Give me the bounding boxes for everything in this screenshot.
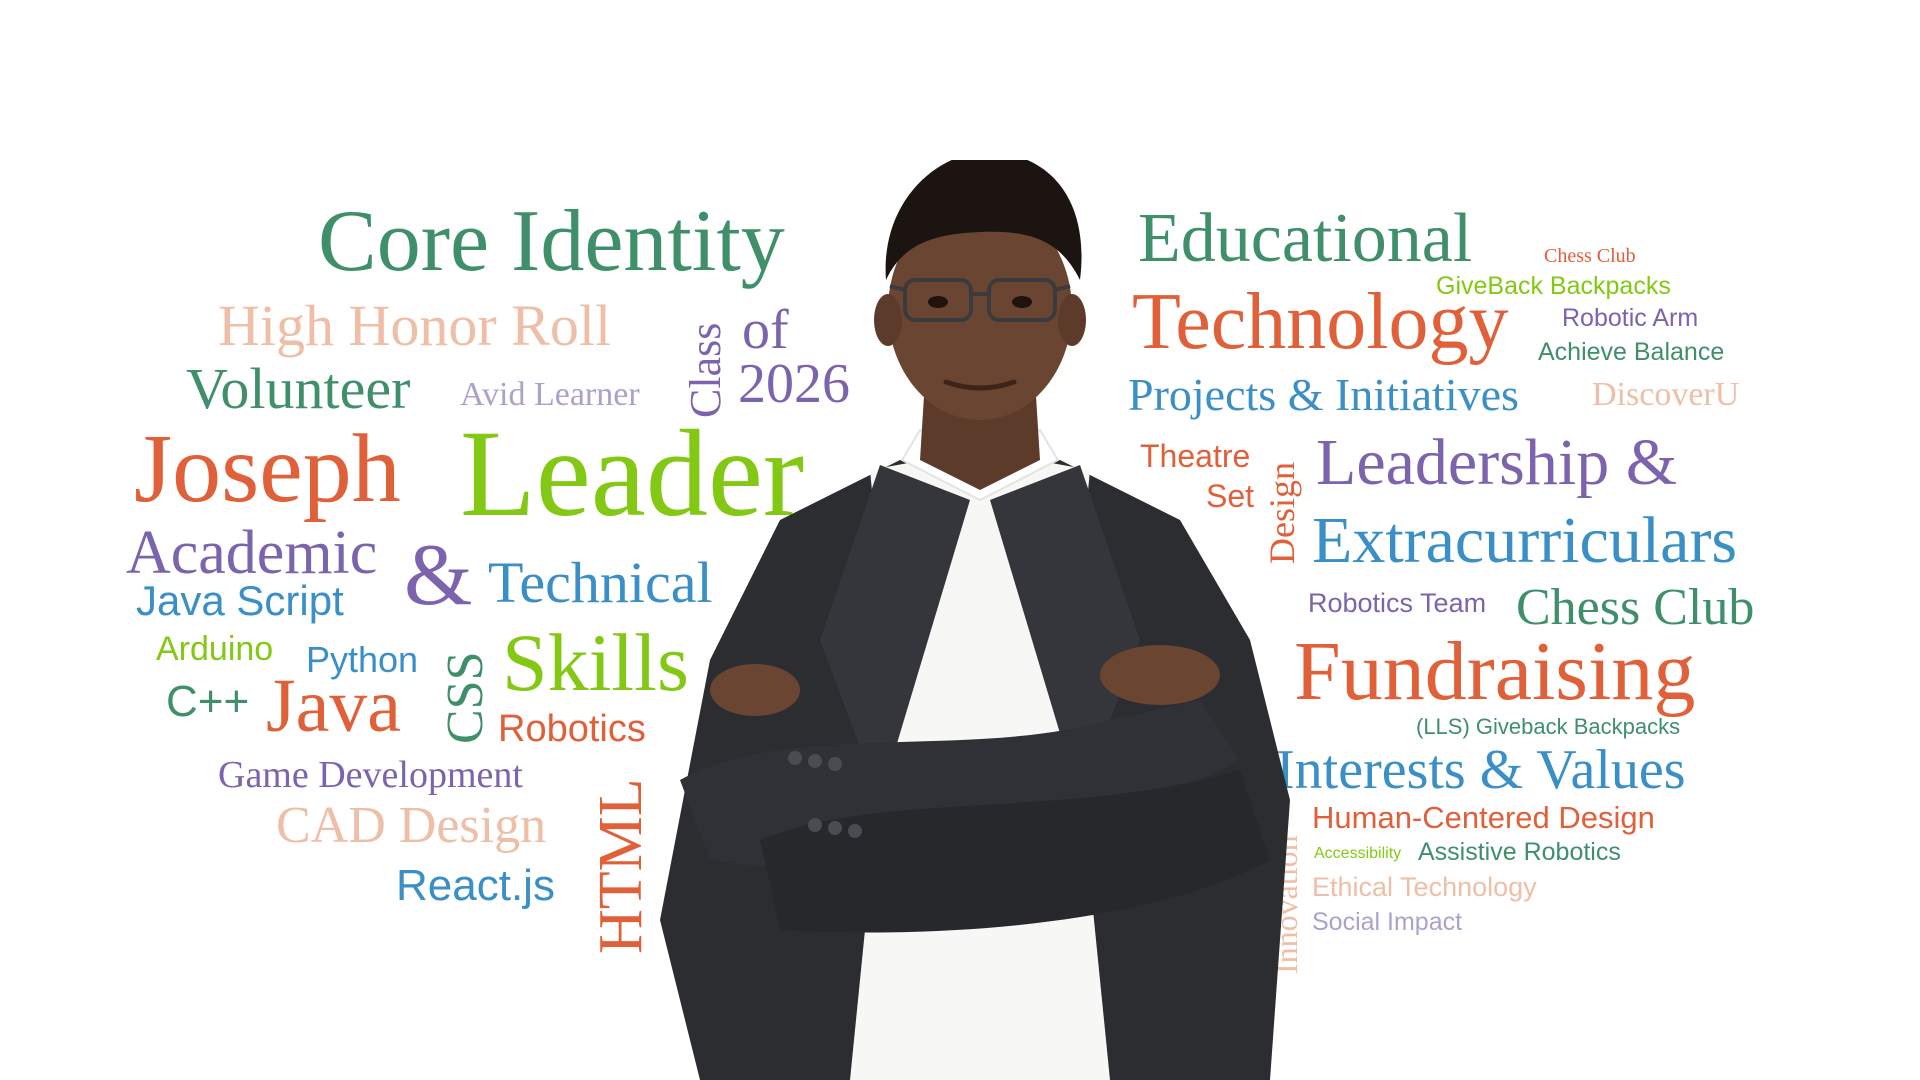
word-python: Python: [306, 639, 419, 680]
word-assistive-robotics: Assistive Robotics: [1418, 838, 1621, 866]
portrait-photo: [660, 160, 1290, 1080]
ear-left: [874, 294, 902, 346]
word-technical: Technical: [488, 550, 713, 615]
word-set: Set: [1206, 478, 1255, 514]
hand-right: [1100, 645, 1220, 705]
word-technology: Technology: [1132, 278, 1509, 366]
word-avid-learner: Avid Learner: [460, 376, 640, 413]
ear-right: [1058, 294, 1086, 346]
jacket-lapel-right: [990, 465, 1140, 800]
word-theatre: Theatre: [1140, 438, 1251, 474]
word-accessibility: Accessibility: [1314, 845, 1402, 862]
word-interests-values: Interests & Values: [1276, 739, 1686, 801]
word-chess-club: Chess Club: [1516, 579, 1755, 636]
jacket-lapel-left: [820, 465, 970, 800]
word-robotics: Robotics: [498, 708, 646, 750]
word-discoveru: DiscoverU: [1592, 376, 1740, 413]
glasses-icon: [889, 278, 1071, 322]
face: [888, 200, 1072, 420]
word-java-script: Java Script: [136, 577, 344, 624]
word-joseph: Joseph: [134, 415, 401, 523]
word-arduino: Arduino: [156, 630, 274, 668]
word-human-centered-design: Human-Centered Design: [1312, 800, 1655, 835]
word-leader: Leader: [460, 405, 805, 542]
word-java: Java: [266, 664, 402, 748]
word-year: 2026: [738, 353, 850, 415]
arm-upper: [760, 770, 1270, 933]
word-chess-club-small: Chess Club: [1544, 245, 1636, 267]
hand-left: [710, 664, 800, 716]
word-high-honor-roll: High Honor Roll: [218, 293, 612, 358]
word-leadership: Leadership &: [1316, 426, 1678, 499]
word-of: of: [742, 299, 789, 361]
word-extracurriculars: Extracurriculars: [1312, 504, 1738, 577]
word-css: CSS: [437, 651, 494, 744]
word-ampersand: &: [404, 527, 473, 624]
hair: [885, 160, 1082, 280]
word-game-development: Game Development: [218, 754, 523, 796]
word-robotic-arm: Robotic Arm: [1562, 304, 1699, 332]
word-lls-giveback: (LLS) Giveback Backpacks: [1416, 714, 1681, 739]
word-fundraising: Fundraising: [1294, 625, 1696, 718]
word-skills: Skills: [502, 617, 689, 708]
word-cad-design: CAD Design: [276, 797, 547, 854]
word-giveback-backpacks: GiveBack Backpacks: [1436, 272, 1671, 300]
word-volunteer: Volunteer: [186, 356, 411, 421]
word-cpp: C++: [166, 677, 250, 726]
word-social-impact: Social Impact: [1312, 908, 1463, 936]
word-react: React.js: [396, 861, 555, 910]
word-robotics-team: Robotics Team: [1308, 588, 1487, 618]
word-projects-initiatives: Projects & Initiatives: [1128, 369, 1519, 420]
word-educational: Educational: [1138, 200, 1473, 277]
word-ethical-technology: Ethical Technology: [1312, 872, 1537, 902]
word-core-identity: Core Identity: [318, 193, 785, 290]
word-achieve-balance: Achieve Balance: [1538, 338, 1725, 366]
word-academic: Academic: [126, 519, 378, 587]
